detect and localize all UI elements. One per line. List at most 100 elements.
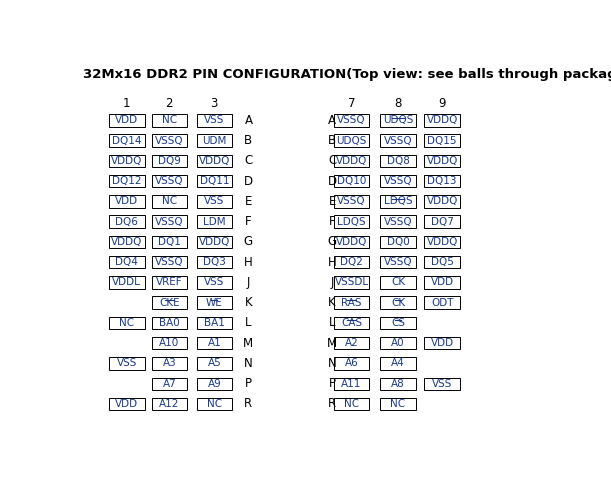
FancyBboxPatch shape bbox=[109, 134, 145, 147]
Text: UDM: UDM bbox=[202, 136, 227, 146]
FancyBboxPatch shape bbox=[334, 236, 369, 248]
Text: DQ11: DQ11 bbox=[200, 176, 229, 186]
Text: DQ5: DQ5 bbox=[431, 257, 453, 267]
FancyBboxPatch shape bbox=[380, 236, 416, 248]
Text: A9: A9 bbox=[208, 379, 221, 389]
Text: E: E bbox=[245, 195, 252, 208]
FancyBboxPatch shape bbox=[425, 377, 460, 390]
FancyBboxPatch shape bbox=[152, 175, 187, 187]
Text: DQ14: DQ14 bbox=[112, 136, 142, 146]
Text: CKE: CKE bbox=[159, 297, 180, 308]
FancyBboxPatch shape bbox=[380, 134, 416, 147]
Text: DQ7: DQ7 bbox=[431, 217, 453, 227]
Text: D: D bbox=[327, 174, 337, 188]
Text: A1: A1 bbox=[208, 338, 221, 348]
FancyBboxPatch shape bbox=[197, 357, 232, 369]
Text: VSS: VSS bbox=[432, 379, 452, 389]
Text: A12: A12 bbox=[159, 399, 180, 409]
Text: M: M bbox=[243, 337, 254, 350]
FancyBboxPatch shape bbox=[425, 155, 460, 167]
Text: BA0: BA0 bbox=[159, 318, 180, 328]
FancyBboxPatch shape bbox=[152, 195, 187, 208]
Text: VDDQ: VDDQ bbox=[199, 156, 230, 166]
Text: VDD: VDD bbox=[431, 277, 454, 288]
Text: 32Mx16 DDR2 PIN CONFIGURATION(Top view: see balls through package): 32Mx16 DDR2 PIN CONFIGURATION(Top view: … bbox=[82, 68, 611, 81]
Text: A: A bbox=[328, 114, 336, 127]
FancyBboxPatch shape bbox=[425, 114, 460, 126]
Text: LDQS: LDQS bbox=[337, 217, 366, 227]
Text: LDQS: LDQS bbox=[384, 196, 412, 206]
Text: A11: A11 bbox=[342, 379, 362, 389]
FancyBboxPatch shape bbox=[425, 337, 460, 349]
Text: VDDQ: VDDQ bbox=[426, 196, 458, 206]
Text: H: H bbox=[244, 256, 253, 269]
Text: R: R bbox=[244, 397, 252, 411]
Text: 7: 7 bbox=[348, 97, 355, 110]
FancyBboxPatch shape bbox=[109, 357, 145, 369]
FancyBboxPatch shape bbox=[152, 236, 187, 248]
FancyBboxPatch shape bbox=[425, 175, 460, 187]
Text: R: R bbox=[328, 397, 336, 411]
Text: WE: WE bbox=[206, 297, 222, 308]
FancyBboxPatch shape bbox=[334, 256, 369, 269]
Text: B: B bbox=[328, 134, 336, 147]
FancyBboxPatch shape bbox=[197, 134, 232, 147]
Text: UDQS: UDQS bbox=[336, 136, 367, 146]
Text: A: A bbox=[244, 114, 252, 127]
Text: DQ3: DQ3 bbox=[203, 257, 225, 267]
Text: NC: NC bbox=[390, 399, 406, 409]
Text: N: N bbox=[327, 357, 337, 370]
FancyBboxPatch shape bbox=[380, 337, 416, 349]
Text: VDDQ: VDDQ bbox=[336, 237, 367, 247]
Text: A5: A5 bbox=[208, 358, 221, 368]
FancyBboxPatch shape bbox=[197, 296, 232, 309]
Text: DQ0: DQ0 bbox=[387, 237, 409, 247]
Text: ODT: ODT bbox=[431, 297, 453, 308]
Text: DQ12: DQ12 bbox=[112, 176, 142, 186]
FancyBboxPatch shape bbox=[334, 134, 369, 147]
FancyBboxPatch shape bbox=[197, 236, 232, 248]
FancyBboxPatch shape bbox=[197, 216, 232, 228]
FancyBboxPatch shape bbox=[152, 114, 187, 126]
FancyBboxPatch shape bbox=[152, 216, 187, 228]
Text: 8: 8 bbox=[394, 97, 401, 110]
FancyBboxPatch shape bbox=[334, 377, 369, 390]
FancyBboxPatch shape bbox=[425, 256, 460, 269]
FancyBboxPatch shape bbox=[425, 276, 460, 289]
Text: RAS: RAS bbox=[342, 297, 362, 308]
Text: VDDQ: VDDQ bbox=[336, 156, 367, 166]
FancyBboxPatch shape bbox=[152, 357, 187, 369]
Text: VSSDL: VSSDL bbox=[334, 277, 368, 288]
Text: 9: 9 bbox=[439, 97, 446, 110]
Text: VSS: VSS bbox=[117, 358, 137, 368]
Text: A8: A8 bbox=[391, 379, 405, 389]
FancyBboxPatch shape bbox=[380, 155, 416, 167]
Text: A7: A7 bbox=[163, 379, 176, 389]
Text: VDDQ: VDDQ bbox=[426, 116, 458, 125]
Text: VSSQ: VSSQ bbox=[384, 217, 412, 227]
Text: CK: CK bbox=[391, 297, 405, 308]
FancyBboxPatch shape bbox=[380, 256, 416, 269]
FancyBboxPatch shape bbox=[109, 155, 145, 167]
FancyBboxPatch shape bbox=[109, 398, 145, 410]
Text: VDDQ: VDDQ bbox=[111, 237, 142, 247]
Text: G: G bbox=[244, 235, 253, 248]
Text: DQ10: DQ10 bbox=[337, 176, 366, 186]
Text: NC: NC bbox=[344, 399, 359, 409]
FancyBboxPatch shape bbox=[152, 276, 187, 289]
Text: H: H bbox=[327, 256, 337, 269]
Text: VDDQ: VDDQ bbox=[199, 237, 230, 247]
Text: P: P bbox=[245, 377, 252, 390]
Text: F: F bbox=[329, 215, 335, 228]
Text: VREF: VREF bbox=[156, 277, 183, 288]
Text: L: L bbox=[329, 317, 335, 329]
Text: VSSQ: VSSQ bbox=[155, 257, 184, 267]
Text: P: P bbox=[329, 377, 335, 390]
Text: VDDQ: VDDQ bbox=[426, 237, 458, 247]
Text: NC: NC bbox=[207, 399, 222, 409]
FancyBboxPatch shape bbox=[380, 317, 416, 329]
FancyBboxPatch shape bbox=[109, 256, 145, 269]
Text: K: K bbox=[244, 296, 252, 309]
Text: G: G bbox=[327, 235, 337, 248]
Text: A6: A6 bbox=[345, 358, 359, 368]
